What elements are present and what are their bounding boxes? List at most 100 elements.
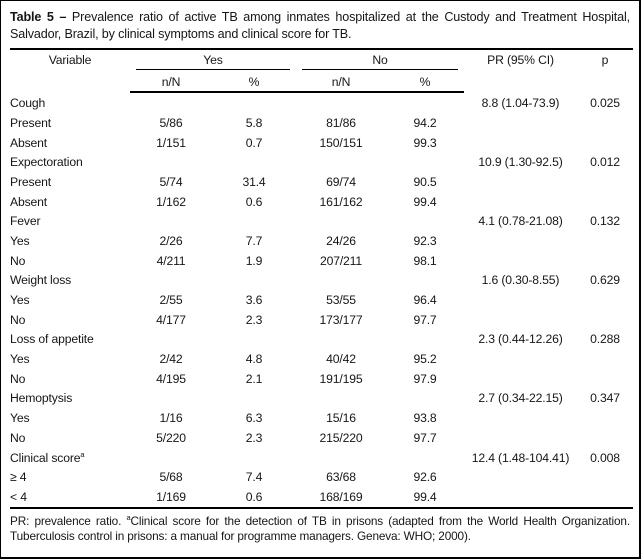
p-cell: 0.629 <box>590 273 620 288</box>
yes-pct-cell <box>212 152 296 172</box>
variable-label: Present <box>10 174 51 189</box>
no-pct-cell: 99.4 <box>413 194 437 209</box>
p-cell <box>577 428 633 448</box>
yes-nn-cell: 2/42 <box>159 352 183 367</box>
variable-label: No <box>10 253 26 268</box>
variable-label: Present <box>10 115 51 130</box>
table-row: No 4/211 1.9 207/211 98.1 <box>10 251 633 271</box>
variable-label: Fever <box>10 214 41 229</box>
yes-pct-cell: 0.6 <box>245 489 263 504</box>
footnote-abbrev: PR: prevalence ratio. <box>10 513 122 528</box>
p-cell <box>577 231 633 251</box>
no-pct-cell <box>386 330 464 350</box>
yes-nn-cell: 5/68 <box>159 470 183 485</box>
no-pct-cell <box>386 152 464 172</box>
pr-cell <box>464 172 577 192</box>
yes-nn-cell: 1/162 <box>156 194 186 209</box>
table-row: No 5/220 2.3 215/220 97.7 <box>10 428 633 448</box>
pr-cell: 2.7 (0.34-22.15) <box>478 391 563 406</box>
no-nn-cell: 191/195 <box>319 371 363 386</box>
footnote-line-2: Tuberculosis control in prisons: a manua… <box>10 529 471 544</box>
yes-nn-cell <box>130 92 212 113</box>
pr-cell: 2.3 (0.44-12.26) <box>478 332 563 347</box>
table-number-label: Table 5 – <box>10 10 67 24</box>
p-cell <box>577 467 633 487</box>
yes-nn-cell <box>130 152 212 172</box>
variable-cell: < 4 <box>10 487 130 508</box>
variable-cell: Yes <box>10 231 130 251</box>
variable-label: Weight loss <box>10 273 72 288</box>
table-row: Weight loss 1.6 (0.30-8.55) 0.629 <box>10 271 633 291</box>
no-nn-cell <box>296 389 386 409</box>
table-row: ≥ 4 5/68 7.4 63/68 92.6 <box>10 467 633 487</box>
p-cell: 0.132 <box>590 214 620 229</box>
variable-label: No <box>10 371 26 386</box>
yes-nn-cell: 4/177 <box>156 312 186 327</box>
pr-cell <box>464 310 577 330</box>
yes-pct-cell <box>212 448 296 468</box>
variable-label: Clinical score <box>10 450 81 465</box>
no-nn-cell <box>296 212 386 232</box>
caption-line-2: Salvador, Brazil, by clinical symptoms a… <box>10 27 352 42</box>
variable-label: ≥ 4 <box>10 470 27 485</box>
no-pct-cell: 99.4 <box>413 489 437 504</box>
pr-cell: 10.9 (1.30-92.5) <box>478 155 563 170</box>
pr-cell <box>464 369 577 389</box>
yes-pct-cell: 7.4 <box>245 470 263 485</box>
p-cell <box>577 369 633 389</box>
pr-cell: 1.6 (0.30-8.55) <box>481 273 560 288</box>
variable-cell: Yes <box>10 408 130 428</box>
pr-cell <box>464 428 577 448</box>
yes-nn-cell: 4/195 <box>156 371 186 386</box>
no-pct-cell: 99.3 <box>413 135 437 150</box>
no-nn-cell: 207/211 <box>319 253 363 268</box>
yes-pct-cell: 6.3 <box>245 411 263 426</box>
pr-cell <box>464 467 577 487</box>
p-cell: 0.025 <box>590 95 620 110</box>
variable-cell: Present <box>10 113 130 133</box>
table-row: Absent 1/151 0.7 150/151 99.3 <box>10 133 633 153</box>
pr-cell <box>464 113 577 133</box>
table-row: Present 5/74 31.4 69/74 90.5 <box>10 172 633 192</box>
no-pct-cell: 92.6 <box>413 470 437 485</box>
yes-nn-cell <box>130 330 212 350</box>
header-row-sub: n/N % n/N % <box>10 74 633 94</box>
yes-pct-cell <box>212 389 296 409</box>
variable-label: No <box>10 312 26 327</box>
pr-cell <box>464 133 577 153</box>
yes-pct-cell: 1.9 <box>245 253 263 268</box>
col-header-variable: Variable <box>48 53 92 68</box>
yes-pct-cell: 4.8 <box>245 352 263 367</box>
yes-nn-cell: 5/220 <box>156 430 186 445</box>
variable-cell: Weight loss <box>10 271 130 291</box>
variable-label: No <box>10 430 26 445</box>
variable-label: Cough <box>10 95 46 110</box>
table-row: Yes 2/55 3.6 53/55 96.4 <box>10 290 633 310</box>
no-pct-cell: 90.5 <box>413 174 437 189</box>
footnote-marker: a <box>126 512 131 522</box>
header-row-top: Variable Yes No PR (95% CI) p <box>10 49 633 74</box>
yes-nn-cell <box>130 212 212 232</box>
p-cell: 0.347 <box>590 391 620 406</box>
pr-cell <box>464 192 577 212</box>
yes-nn-cell <box>130 389 212 409</box>
no-pct-cell: 95.2 <box>413 352 437 367</box>
no-nn-cell: 15/16 <box>326 411 356 426</box>
table-row: Loss of appetite 2.3 (0.44-12.26) 0.288 <box>10 330 633 350</box>
no-pct-cell: 97.7 <box>413 430 437 445</box>
pr-cell: 12.4 (1.48-104.41) <box>471 450 570 465</box>
variable-label: Yes <box>10 293 30 308</box>
variable-cell: No <box>10 251 130 271</box>
table-row: Absent 1/162 0.6 161/162 99.4 <box>10 192 633 212</box>
yes-nn-cell: 4/211 <box>156 253 186 268</box>
table-row: Cough 8.8 (1.04-73.9) 0.025 <box>10 92 633 113</box>
variable-cell: Fever <box>10 212 130 232</box>
variable-label: Yes <box>10 411 30 426</box>
variable-cell: Hemoptysis <box>10 389 130 409</box>
no-nn-cell <box>296 330 386 350</box>
no-pct-cell: 97.9 <box>413 371 437 386</box>
table-body: Cough 8.8 (1.04-73.9) 0.025 Present 5/86… <box>10 92 633 507</box>
no-pct-cell: 96.4 <box>413 293 437 308</box>
col-header-pr: PR (95% CI) <box>487 53 554 68</box>
no-nn-cell: 63/68 <box>326 470 356 485</box>
